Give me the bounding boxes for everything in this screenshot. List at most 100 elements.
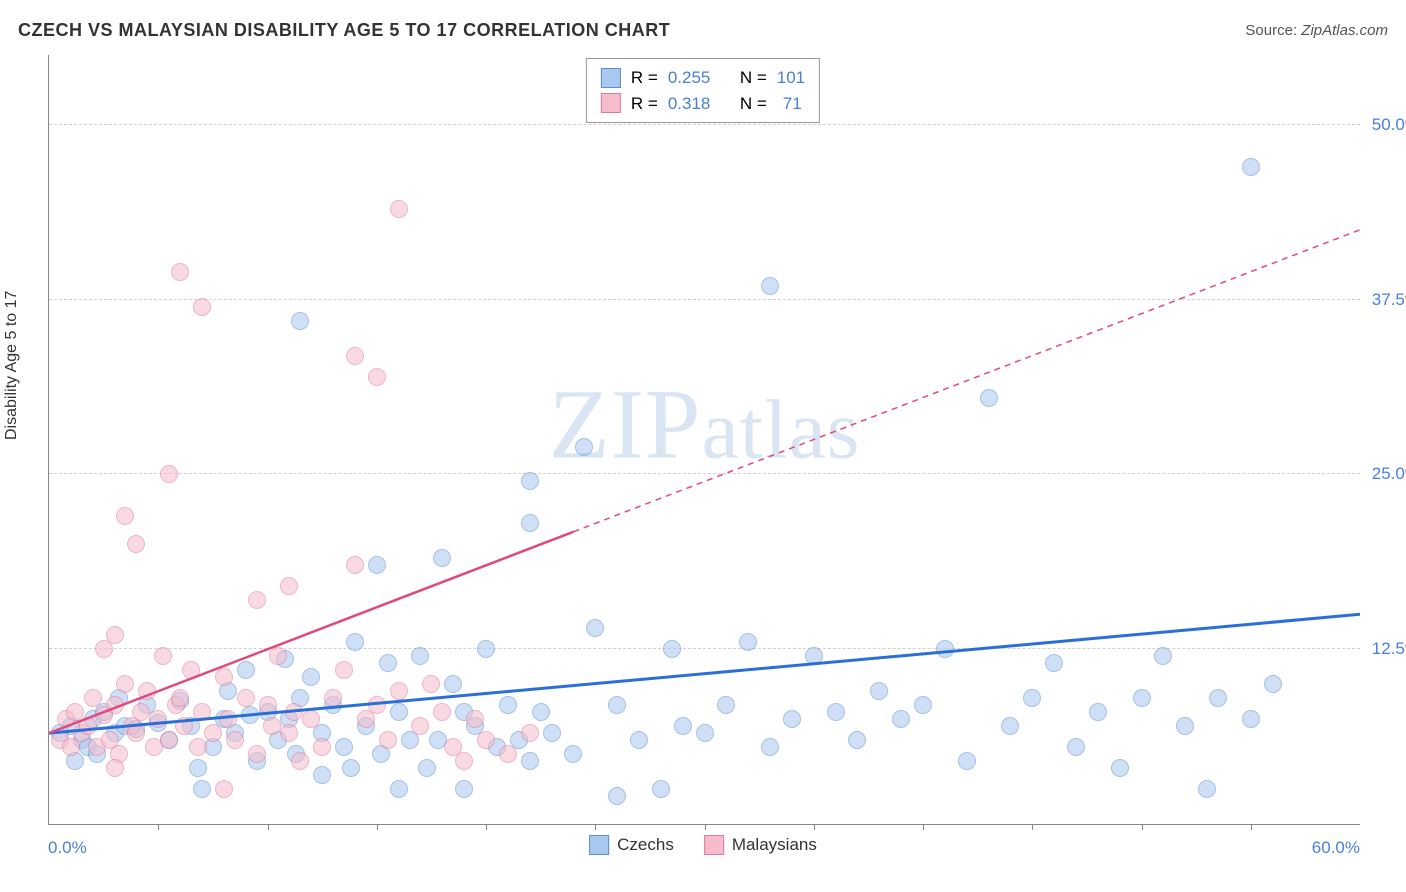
data-point bbox=[805, 647, 823, 665]
data-point bbox=[521, 472, 539, 490]
data-point bbox=[390, 682, 408, 700]
data-point bbox=[564, 745, 582, 763]
x-axis-max-label: 60.0% bbox=[1312, 838, 1360, 858]
legend-item: Czechs bbox=[589, 835, 674, 855]
data-point bbox=[433, 549, 451, 567]
data-point bbox=[717, 696, 735, 714]
data-point bbox=[1111, 759, 1129, 777]
data-point bbox=[411, 647, 429, 665]
data-point bbox=[215, 668, 233, 686]
data-point bbox=[499, 696, 517, 714]
x-tick bbox=[814, 824, 815, 830]
data-point bbox=[1176, 717, 1194, 735]
data-point bbox=[106, 696, 124, 714]
data-point bbox=[499, 745, 517, 763]
data-point bbox=[608, 787, 626, 805]
y-tick-label: 50.0% bbox=[1372, 115, 1406, 135]
data-point bbox=[521, 514, 539, 532]
data-point bbox=[848, 731, 866, 749]
data-point bbox=[390, 780, 408, 798]
r-label: R = bbox=[631, 65, 658, 91]
data-point bbox=[193, 703, 211, 721]
data-point bbox=[532, 703, 550, 721]
data-point bbox=[477, 640, 495, 658]
n-label: N = bbox=[740, 65, 767, 91]
legend-swatch bbox=[589, 835, 609, 855]
data-point bbox=[1242, 158, 1260, 176]
data-point bbox=[455, 780, 473, 798]
data-point bbox=[739, 633, 757, 651]
x-tick bbox=[1251, 824, 1252, 830]
data-point bbox=[269, 647, 287, 665]
data-point bbox=[1198, 780, 1216, 798]
source-value: ZipAtlas.com bbox=[1301, 22, 1388, 39]
data-point bbox=[280, 724, 298, 742]
data-point bbox=[543, 724, 561, 742]
data-point bbox=[390, 703, 408, 721]
data-point bbox=[127, 724, 145, 742]
data-point bbox=[444, 675, 462, 693]
data-point bbox=[171, 689, 189, 707]
data-point bbox=[263, 717, 281, 735]
data-point bbox=[422, 675, 440, 693]
gridline bbox=[49, 473, 1360, 474]
data-point bbox=[1209, 689, 1227, 707]
n-value: 71 bbox=[777, 91, 802, 117]
data-point bbox=[1089, 703, 1107, 721]
data-point bbox=[652, 780, 670, 798]
data-point bbox=[346, 556, 364, 574]
data-point bbox=[132, 703, 150, 721]
data-point bbox=[379, 731, 397, 749]
x-tick bbox=[705, 824, 706, 830]
x-tick bbox=[158, 824, 159, 830]
data-point bbox=[1242, 710, 1260, 728]
data-point bbox=[1001, 717, 1019, 735]
source-label: Source: bbox=[1245, 22, 1297, 39]
data-point bbox=[215, 780, 233, 798]
data-point bbox=[346, 347, 364, 365]
data-point bbox=[761, 277, 779, 295]
data-point bbox=[674, 717, 692, 735]
data-point bbox=[302, 710, 320, 728]
data-point bbox=[116, 507, 134, 525]
data-point bbox=[160, 465, 178, 483]
data-point bbox=[1154, 647, 1172, 665]
legend-item: Malaysians bbox=[704, 835, 817, 855]
data-point bbox=[193, 780, 211, 798]
x-tick bbox=[923, 824, 924, 830]
data-point bbox=[84, 689, 102, 707]
y-tick-label: 37.5% bbox=[1372, 290, 1406, 310]
data-point bbox=[127, 535, 145, 553]
data-point bbox=[106, 626, 124, 644]
data-point bbox=[980, 389, 998, 407]
data-point bbox=[237, 661, 255, 679]
data-point bbox=[204, 724, 222, 742]
data-point bbox=[1045, 654, 1063, 672]
x-tick bbox=[595, 824, 596, 830]
data-point bbox=[324, 689, 342, 707]
data-point bbox=[291, 752, 309, 770]
gridline bbox=[49, 299, 1360, 300]
data-point bbox=[663, 640, 681, 658]
x-tick bbox=[268, 824, 269, 830]
gridline bbox=[49, 124, 1360, 125]
data-point bbox=[116, 675, 134, 693]
data-point bbox=[182, 661, 200, 679]
data-point bbox=[630, 731, 648, 749]
data-point bbox=[1023, 689, 1041, 707]
data-point bbox=[418, 759, 436, 777]
data-point bbox=[302, 668, 320, 686]
data-point bbox=[379, 654, 397, 672]
legend-row: R = 0.318 N = 71 bbox=[601, 91, 805, 117]
legend-swatch bbox=[601, 93, 621, 113]
series-legend: Czechs Malaysians bbox=[589, 835, 817, 855]
data-point bbox=[79, 717, 97, 735]
data-point bbox=[193, 298, 211, 316]
data-point bbox=[189, 738, 207, 756]
data-point bbox=[259, 696, 277, 714]
x-tick bbox=[377, 824, 378, 830]
data-point bbox=[521, 752, 539, 770]
chart-title: CZECH VS MALAYSIAN DISABILITY AGE 5 TO 1… bbox=[18, 20, 670, 41]
legend-swatch bbox=[704, 835, 724, 855]
data-point bbox=[827, 703, 845, 721]
